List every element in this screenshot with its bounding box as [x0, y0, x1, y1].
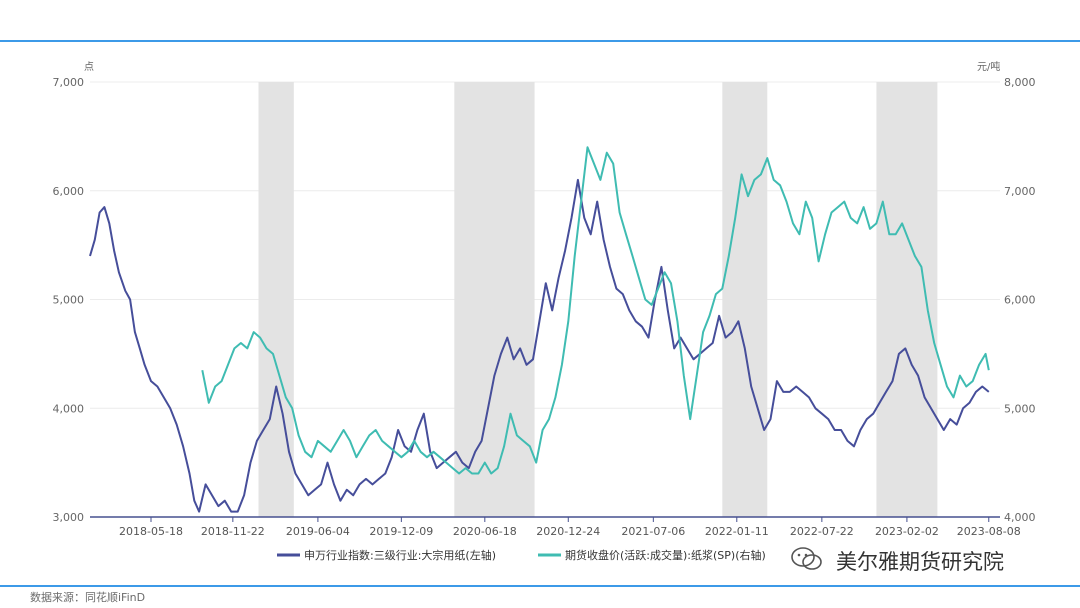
x-tick-label: 2020-06-18: [453, 525, 517, 538]
left-tick-label: 3,000: [53, 511, 85, 524]
x-tick-label: 2021-07-06: [621, 525, 685, 538]
right-tick-label: 6,000: [1004, 294, 1036, 307]
series-line-1: [89, 178, 990, 513]
shaded-periods: [258, 82, 938, 517]
left-tick-label: 5,000: [53, 294, 85, 307]
right-tick-label: 4,000: [1004, 511, 1036, 524]
right-tick-label: 7,000: [1004, 185, 1036, 198]
wechat-icon: [791, 547, 822, 570]
x-tick-label: 2023-02-02: [875, 525, 939, 538]
top-divider: [0, 40, 1080, 42]
bottom-divider: [0, 585, 1080, 587]
legend-label-series-2: 期货收盘价(活跃:成交量):纸浆(SP)(右轴): [565, 548, 766, 562]
legend-label-series-1: 申万行业指数:三级行业:大宗用纸(左轴): [304, 548, 496, 562]
legend: 申万行业指数:三级行业:大宗用纸(左轴) 期货收盘价(活跃:成交量):纸浆(SP…: [277, 548, 766, 562]
right-tick-label: 8,000: [1004, 76, 1036, 89]
series-lines: [89, 146, 990, 513]
x-tick-label: 2019-06-04: [286, 525, 350, 538]
axes: 3,000 4,000 5,000 6,000 7,000 4,000 5,000 6,000…: [53, 76, 1036, 538]
shaded-period: [454, 82, 535, 517]
right-axis-unit: 元/吨: [977, 60, 1000, 73]
shaded-period: [722, 82, 768, 517]
left-axis-unit: 点: [84, 61, 94, 73]
shaded-period: [876, 82, 938, 517]
x-tick-label: 2018-05-18: [119, 525, 183, 538]
x-tick-label: 2023-08-08: [957, 525, 1021, 538]
x-tick-label: 2022-07-22: [790, 525, 854, 538]
x-tick-label: 2020-12-24: [536, 525, 600, 538]
grid: [90, 81, 1000, 409]
series-line-2: [201, 146, 990, 475]
x-tick-label: 2019-12-09: [369, 525, 433, 538]
left-tick-label: 4,000: [53, 402, 85, 415]
x-tick-label: 2018-11-22: [201, 525, 265, 538]
left-tick-label: 7,000: [53, 76, 85, 89]
watermark-text: 美尔雅期货研究院: [836, 550, 1004, 574]
source-note: 数据来源：同花顺iFinD: [30, 591, 146, 604]
left-tick-label: 6,000: [53, 185, 85, 198]
right-tick-label: 5,000: [1004, 402, 1036, 415]
x-tick-label: 2022-01-11: [705, 525, 769, 538]
